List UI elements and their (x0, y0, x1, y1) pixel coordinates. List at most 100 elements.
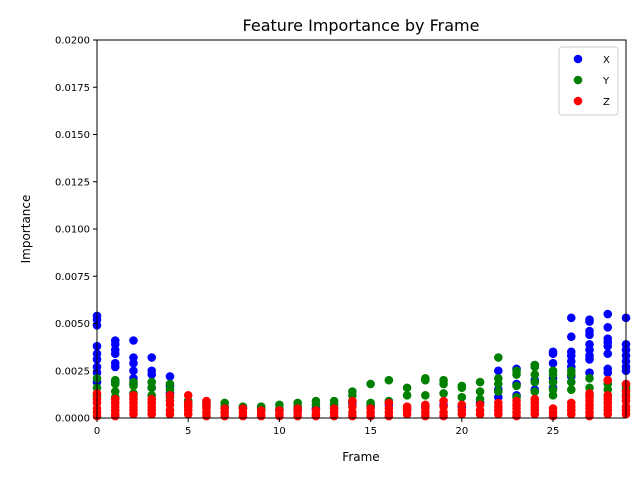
point-z-46 (256, 411, 266, 421)
point-x-12 (110, 349, 120, 359)
point-x-68 (585, 317, 594, 326)
point-z-55 (311, 411, 321, 421)
point-y-54 (475, 387, 485, 396)
y-tick-label-5: 0.0125 (55, 177, 90, 188)
point-x-46 (494, 366, 503, 376)
point-z-90 (494, 409, 503, 419)
x-tick-label-5: 25 (547, 426, 560, 437)
plot-area (97, 40, 626, 418)
point-z-40 (220, 411, 229, 421)
y-tick-label-4: 0.0100 (55, 225, 90, 236)
point-x-18 (129, 358, 138, 368)
point-y-65 (530, 362, 540, 372)
point-y-52 (457, 392, 467, 402)
point-x-74 (585, 355, 594, 364)
point-z-114 (585, 411, 594, 421)
point-y-59 (494, 387, 503, 396)
point-y-56 (494, 353, 503, 362)
point-z-100 (530, 409, 540, 419)
point-x-60 (566, 313, 576, 323)
point-y-58 (494, 379, 503, 389)
point-x-22 (147, 353, 157, 362)
point-y-77 (566, 385, 576, 394)
point-x-83 (603, 368, 613, 377)
y-tick-label-8: 0.0200 (55, 36, 90, 47)
legend: XYZ (558, 46, 619, 116)
point-z-37 (202, 411, 211, 421)
x-tick-label-3: 15 (364, 426, 377, 437)
point-z-69 (384, 411, 394, 421)
legend-label-z: Z (603, 97, 610, 108)
point-y-40 (384, 375, 394, 385)
point-y-68 (530, 387, 540, 396)
point-z-86 (475, 409, 485, 419)
point-y-76 (566, 377, 576, 387)
y-tick-label-3: 0.0075 (55, 272, 90, 283)
point-y-8 (129, 381, 138, 391)
point-z-11 (110, 411, 120, 421)
legend-box (558, 46, 619, 116)
point-y-62 (512, 381, 521, 391)
point-x-19 (129, 366, 138, 376)
x-tick-label-2: 10 (273, 426, 286, 437)
point-z-107 (566, 409, 576, 419)
point-x-56 (548, 349, 558, 359)
y-tick-label-7: 0.0175 (55, 83, 90, 94)
point-z-62 (348, 411, 357, 421)
point-z-58 (329, 411, 339, 421)
legend-marker-x (573, 54, 583, 64)
point-y-67 (530, 377, 540, 387)
point-x-80 (603, 341, 613, 351)
point-z-43 (238, 411, 248, 421)
x-tick-label-4: 20 (455, 426, 468, 437)
point-x-16 (129, 336, 138, 345)
point-y-75 (566, 370, 576, 379)
y-axis-label: Importance (19, 195, 33, 264)
point-x-24 (147, 370, 157, 379)
chart-title: Feature Importance by Frame (243, 16, 480, 35)
x-tick-label-0: 0 (94, 426, 100, 437)
point-z-52 (293, 411, 302, 421)
point-y-53 (475, 377, 485, 387)
legend-label-y: Y (602, 76, 610, 87)
point-x-57 (548, 358, 558, 368)
x-axis-label: Frame (342, 450, 379, 464)
point-y-71 (548, 377, 558, 387)
point-y-4 (110, 379, 120, 389)
legend-marker-y (573, 75, 583, 85)
point-x-77 (603, 322, 613, 332)
point-z-27 (165, 409, 175, 419)
y-tick-label-6: 0.0150 (55, 130, 90, 141)
point-z-121 (603, 409, 613, 419)
legend-label-x: X (603, 55, 610, 66)
y-tick-label-2: 0.0050 (55, 319, 90, 330)
point-z-76 (421, 411, 430, 421)
legend-marker-z (573, 96, 583, 106)
point-y-49 (439, 389, 448, 398)
point-y-42 (402, 383, 412, 393)
y-tick-label-0: 0.0000 (55, 414, 90, 425)
point-y-78 (585, 374, 594, 383)
point-z-28 (183, 391, 193, 400)
point-z-17 (129, 409, 138, 419)
point-x-76 (603, 309, 613, 319)
y-axis-ticks: 0.0000 0.0025 0.0050 0.0075 0.0100 0.0125 0.01… (55, 36, 97, 425)
point-x-81 (603, 349, 613, 359)
point-y-73 (548, 391, 558, 400)
x-tick-label-1: 5 (185, 426, 191, 437)
data-points-layer (92, 309, 631, 421)
point-z-95 (512, 411, 521, 421)
point-x-61 (566, 332, 576, 342)
point-y-66 (530, 370, 540, 379)
x-axis-ticks: 0 5 10 15 20 25 (94, 418, 560, 437)
point-z-115 (603, 375, 613, 385)
point-y-51 (457, 383, 467, 393)
point-y-45 (421, 375, 430, 385)
point-x-14 (110, 362, 120, 372)
point-x-70 (585, 330, 594, 340)
point-y-70 (548, 370, 558, 379)
point-z-83 (457, 409, 467, 419)
point-z-32 (183, 409, 193, 419)
point-x-26 (165, 372, 175, 381)
